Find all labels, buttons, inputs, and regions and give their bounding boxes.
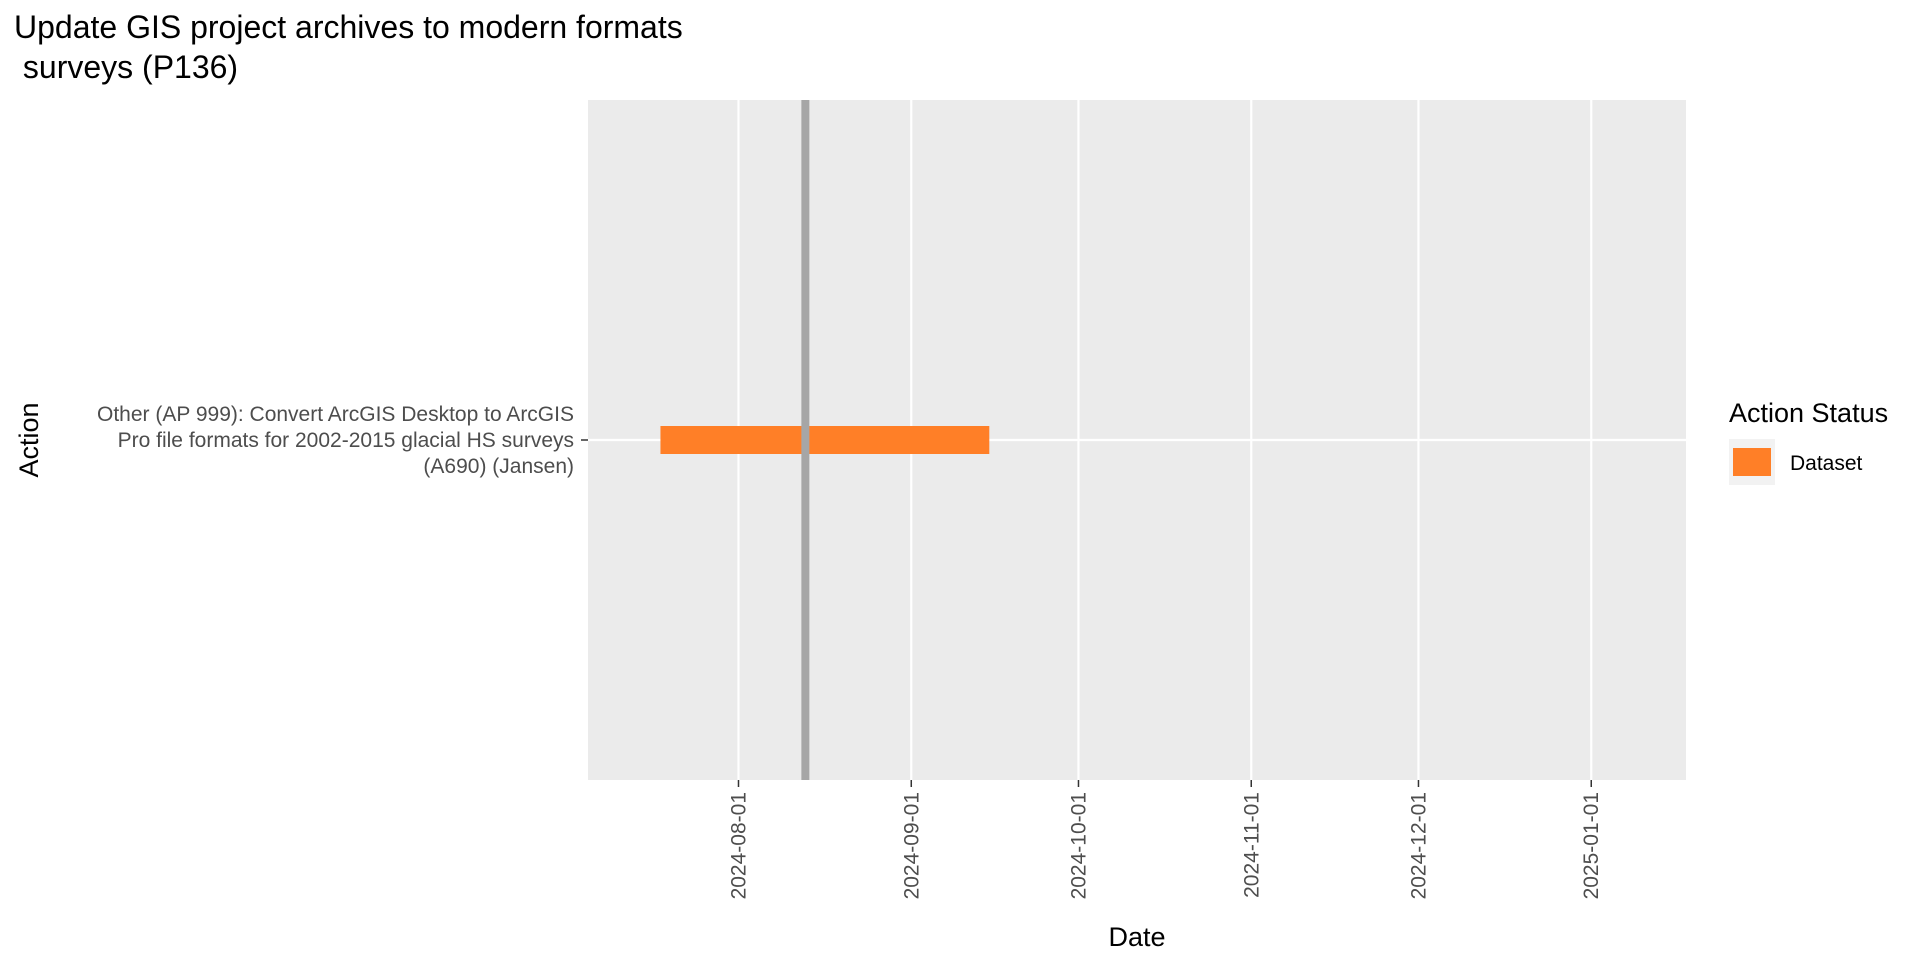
y-axis: Other (AP 999): Convert ArcGIS Desktop t… <box>97 403 588 478</box>
x-tick-label: 2025-01-01 <box>1580 792 1603 899</box>
x-axis-title: Date <box>1108 922 1165 952</box>
y-category-label: Other (AP 999): Convert ArcGIS Desktop t… <box>97 403 574 426</box>
bar-layer <box>660 426 990 454</box>
x-tick-label: 2024-10-01 <box>1067 792 1090 899</box>
x-tick-label: 2024-12-01 <box>1407 792 1430 899</box>
y-category-label: Pro file formats for 2002-2015 glacial H… <box>118 429 574 452</box>
y-axis-title: Action <box>14 402 44 477</box>
y-category-label: (A690) (Jansen) <box>423 455 574 478</box>
x-axis: 2024-08-01 2024-09-01 2024-10-01 2024-11-01… <box>727 780 1603 899</box>
legend-swatch-dataset <box>1733 448 1771 476</box>
legend-label-dataset: Dataset <box>1790 452 1863 475</box>
chart-title-line-1: Update GIS project archives to modern fo… <box>14 9 683 45</box>
x-tick-label: 2024-08-01 <box>727 792 750 899</box>
x-tick-label: 2024-09-01 <box>900 792 923 899</box>
chart-title-line-2: surveys (P136) <box>14 49 238 85</box>
legend: Action Status Dataset <box>1729 398 1888 485</box>
x-tick-label: 2024-11-01 <box>1240 792 1263 898</box>
task-bar-dataset <box>660 426 990 454</box>
legend-title: Action Status <box>1729 398 1888 428</box>
